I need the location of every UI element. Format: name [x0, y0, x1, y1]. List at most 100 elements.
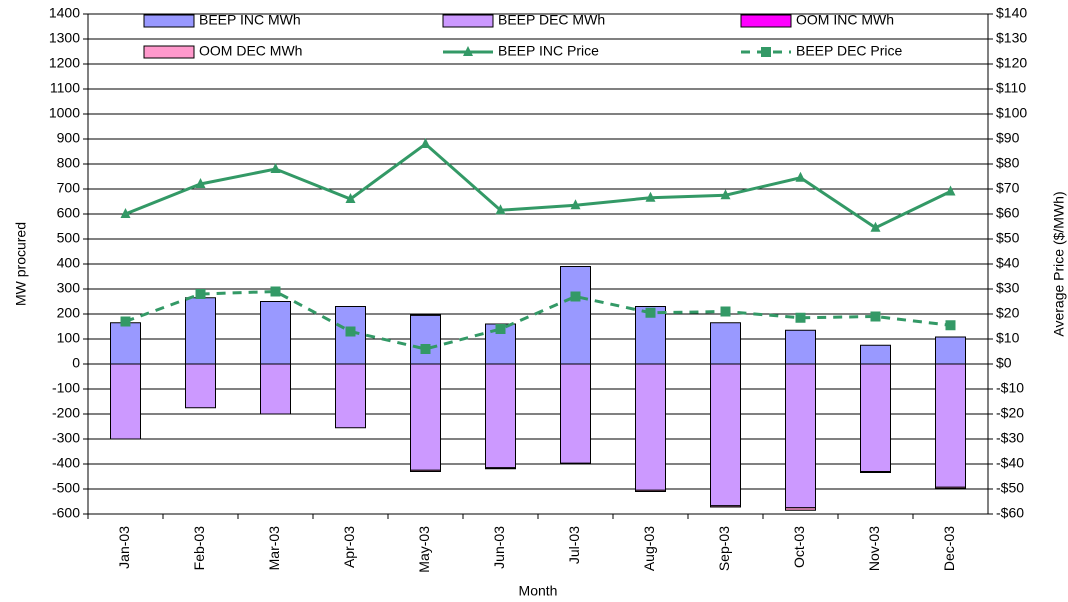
- y2-tick-label: $120: [996, 55, 1027, 71]
- marker: [795, 312, 806, 323]
- y-tick-label: -400: [52, 455, 80, 471]
- x-tick-label: May-03: [416, 526, 432, 573]
- y2-tick-label: $20: [996, 305, 1020, 321]
- x-tick-label: Apr-03: [341, 526, 357, 568]
- bar: [860, 344, 891, 365]
- marker: [195, 289, 206, 299]
- marker: [420, 138, 431, 148]
- y-tick-label: 200: [57, 305, 81, 321]
- bar: [560, 363, 591, 464]
- legend-label: BEEP INC MWh: [199, 12, 301, 28]
- legend-label: BEEP DEC Price: [796, 43, 903, 59]
- y-tick-label: 600: [57, 205, 81, 221]
- y-tick-label: -600: [52, 505, 80, 521]
- y2-tick-label: -$30: [996, 430, 1024, 446]
- y-tick-label: -200: [52, 405, 80, 421]
- bar: [785, 329, 816, 365]
- bar: [485, 363, 516, 469]
- bar: [635, 363, 666, 491]
- bar: [935, 336, 966, 365]
- bar: [410, 363, 441, 471]
- x-tick-label: Jan-03: [116, 526, 132, 569]
- x-tick-label: Feb-03: [191, 526, 207, 571]
- y-tick-label: 1400: [49, 5, 80, 21]
- line: [124, 289, 951, 351]
- bar: [710, 322, 741, 365]
- marker: [270, 163, 281, 173]
- y2-tick-label: $100: [996, 105, 1027, 121]
- bar: [260, 301, 291, 365]
- line: [124, 142, 952, 230]
- bar: [635, 489, 666, 492]
- y-tick-label: 1200: [49, 55, 80, 71]
- bar: [260, 363, 291, 415]
- y-tick-label: 100: [57, 330, 81, 346]
- marker: [720, 189, 731, 200]
- x-axis-title: Month: [519, 583, 558, 599]
- y-tick-label: 1000: [49, 105, 80, 121]
- y-axis-title: MW procured: [13, 222, 29, 306]
- marker: [795, 171, 806, 182]
- y2-tick-label: -$20: [996, 405, 1024, 421]
- bar: [560, 462, 591, 465]
- y2-tick-label: $110: [996, 80, 1026, 96]
- y-tick-label: 1100: [50, 80, 80, 96]
- marker: [945, 320, 956, 331]
- marker: [645, 307, 656, 318]
- bar: [935, 363, 966, 488]
- y2-tick-label: $50: [996, 230, 1020, 246]
- marker: [120, 208, 131, 218]
- marker: [345, 326, 356, 337]
- bar: [410, 314, 441, 316]
- legend-label: BEEP INC Price: [498, 43, 599, 59]
- marker: [420, 344, 431, 354]
- marker: [870, 221, 881, 232]
- bar: [410, 314, 441, 365]
- y-tick-label: 800: [57, 155, 81, 171]
- y2-tick-label: $140: [996, 5, 1027, 21]
- marker: [120, 316, 131, 327]
- y2-tick-label: $80: [996, 155, 1020, 171]
- bar: [185, 363, 216, 409]
- y-tick-label: -300: [52, 430, 80, 446]
- y-tick-label: 400: [57, 255, 81, 271]
- bar: [860, 471, 891, 473]
- y-tick-label: 500: [57, 230, 81, 246]
- y-tick-label: 300: [57, 280, 81, 296]
- y2-tick-label: $40: [996, 255, 1020, 271]
- y2-tick-label: -$50: [996, 480, 1024, 496]
- marker: [870, 311, 881, 322]
- y2-tick-label: -$60: [996, 505, 1024, 521]
- y2-tick-label: $60: [996, 205, 1020, 221]
- y2-tick-label: -$40: [996, 455, 1024, 471]
- y2-tick-label: $30: [996, 280, 1020, 296]
- y-tick-label: 700: [57, 180, 81, 196]
- y2-tick-label: $70: [996, 180, 1020, 196]
- marker: [570, 291, 581, 302]
- y2-tick-label: $0: [996, 355, 1012, 371]
- x-tick-label: Oct-03: [791, 526, 807, 568]
- bar: [560, 266, 591, 365]
- y2-axis-title: Average Price ($/MWh): [1051, 191, 1067, 336]
- legend-swatch: [143, 14, 195, 28]
- bar: [935, 486, 966, 489]
- marker: [945, 185, 956, 196]
- x-tick-label: Jun-03: [491, 526, 507, 569]
- legend-marker: [761, 47, 771, 57]
- legend-label: BEEP DEC MWh: [498, 12, 605, 28]
- bar: [785, 363, 816, 509]
- marker: [270, 286, 281, 297]
- bar: [335, 363, 366, 429]
- x-tick-label: Sep-03: [716, 526, 732, 571]
- marker: [495, 324, 506, 334]
- x-tick-label: Dec-03: [941, 526, 957, 571]
- bar: [860, 363, 891, 472]
- bar: [110, 322, 141, 365]
- y2-tick-label: $130: [996, 30, 1027, 46]
- marker: [570, 199, 581, 210]
- x-tick-label: Nov-03: [866, 526, 882, 571]
- legend-swatch: [740, 14, 792, 28]
- y-tick-label: -100: [52, 380, 80, 396]
- bar: [785, 507, 816, 511]
